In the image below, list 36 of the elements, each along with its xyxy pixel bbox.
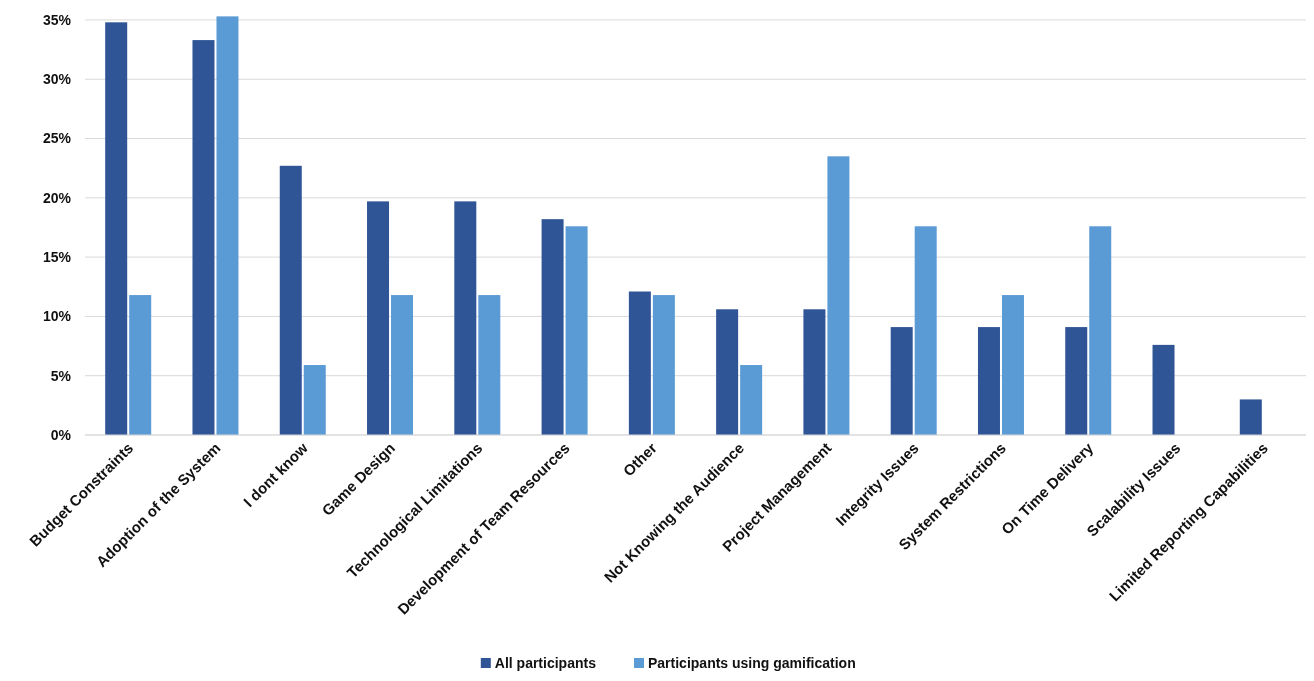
bar xyxy=(1065,327,1088,435)
bar xyxy=(628,291,651,435)
y-tick-label: 30% xyxy=(42,71,72,88)
bar xyxy=(914,226,937,435)
y-tick-label: 5% xyxy=(50,367,72,384)
bar xyxy=(977,327,1000,435)
bar xyxy=(1152,344,1175,435)
bar xyxy=(1089,226,1112,435)
y-tick-label: 35% xyxy=(42,11,72,28)
bar xyxy=(129,295,152,435)
bar xyxy=(890,327,913,435)
legend-label: All participants xyxy=(494,655,597,671)
legend-label: Participants using gamification xyxy=(648,655,856,671)
bar xyxy=(1239,399,1262,435)
bar xyxy=(565,226,588,435)
bar xyxy=(827,156,850,435)
y-tick-label: 0% xyxy=(50,426,72,443)
bar xyxy=(303,365,326,435)
bar xyxy=(367,201,390,435)
bar xyxy=(541,219,564,435)
bar xyxy=(192,40,215,435)
bar xyxy=(803,309,826,435)
bar xyxy=(740,365,763,435)
bar xyxy=(652,295,675,435)
bar xyxy=(454,201,477,435)
bar xyxy=(1001,295,1024,435)
y-tick-label: 10% xyxy=(42,308,72,325)
bar xyxy=(105,22,128,435)
bar xyxy=(478,295,501,435)
bar xyxy=(216,16,239,435)
bar xyxy=(716,309,739,435)
bar xyxy=(391,295,414,435)
bar xyxy=(279,165,302,435)
y-tick-label: 25% xyxy=(42,130,72,147)
y-tick-label: 20% xyxy=(42,189,72,206)
y-tick-label: 15% xyxy=(42,249,72,266)
